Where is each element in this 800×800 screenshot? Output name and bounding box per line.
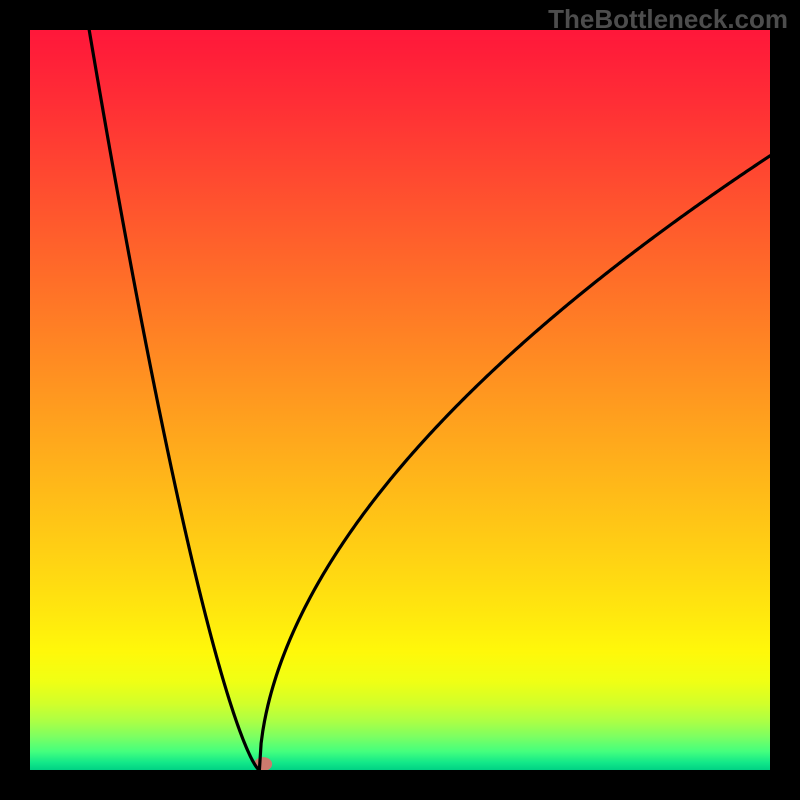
gradient-background [30,30,770,770]
chart-container: TheBottleneck.com [0,0,800,800]
chart-svg [0,0,800,800]
watermark-text: TheBottleneck.com [548,4,788,35]
